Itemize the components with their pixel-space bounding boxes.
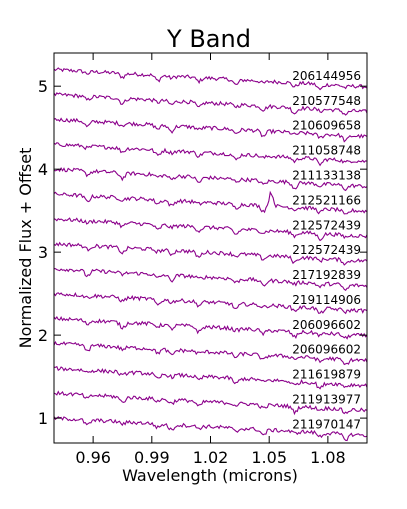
x-tick-label-4: 1.05 [251, 448, 287, 467]
x-tick-label-2: 0.99 [134, 448, 170, 467]
series-label-3: 210609658 [292, 119, 361, 133]
spectrum-line-9 [53, 267, 368, 291]
spectrum-line-7 [53, 217, 368, 242]
spectrum-line-6 [53, 190, 368, 215]
series-layer [53, 67, 368, 442]
spectrum-line-14 [53, 390, 368, 416]
series-label-layer: 206144956 210577548 210609658 211058748 2111… [292, 69, 361, 431]
x-tick-label-3: 1.02 [193, 448, 229, 467]
series-label-14: 211913977 [292, 393, 361, 407]
x-tick-label-5: 1.08 [310, 448, 346, 467]
y-tick-label-1: 1 [38, 409, 48, 428]
series-label-6: 212521166 [292, 193, 361, 207]
spectrum-line-3 [53, 117, 368, 143]
series-label-4: 211058748 [292, 144, 361, 158]
spectrum-line-10 [53, 292, 368, 315]
spectrum-line-11 [53, 315, 368, 340]
series-label-13: 211619879 [292, 368, 361, 382]
series-label-15: 211970147 [292, 417, 361, 431]
series-label-7: 212572439 [292, 218, 361, 232]
spectrum-line-5 [53, 166, 368, 192]
series-label-9: 217192839 [292, 268, 361, 282]
chart-title: Y Band [166, 25, 251, 53]
series-label-5: 211133138 [292, 169, 361, 183]
spectrum-line-4 [53, 142, 368, 167]
spectrum-line-15 [53, 416, 368, 442]
x-axis-label: Wavelength (microns) [122, 466, 298, 485]
y-tick-label-3: 3 [38, 243, 48, 262]
series-label-2: 210577548 [292, 94, 361, 108]
series-label-12: 206096602 [292, 343, 361, 357]
spectrum-line-1 [53, 67, 368, 91]
spectrum-line-12 [53, 340, 368, 366]
series-label-1: 206144956 [292, 69, 361, 83]
series-label-11: 206096602 [292, 318, 361, 332]
series-label-10: 219114906 [292, 293, 361, 307]
y-tick-label-2: 2 [38, 326, 48, 345]
spectrum-line-13 [53, 365, 368, 390]
spectrum-line-8 [53, 241, 368, 266]
tick-layer: 0.96 0.99 1.02 1.05 1.08 1 2 3 4 5 [38, 53, 367, 467]
x-tick-label-1: 0.96 [75, 448, 111, 467]
y-axis-label: Normalized Flux + Offset [16, 148, 35, 349]
y-tick-label-4: 4 [38, 160, 48, 179]
series-label-8: 212572439 [292, 243, 361, 257]
y-tick-label-5: 5 [38, 77, 48, 96]
spectrum-line-2 [53, 92, 368, 116]
